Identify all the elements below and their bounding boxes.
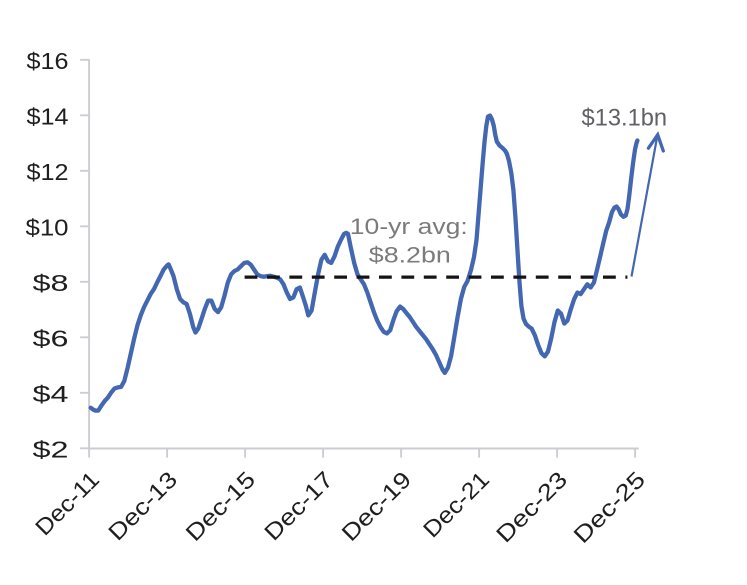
svg-text:$8.2bn: $8.2bn: [369, 243, 451, 268]
svg-text:$6: $6: [33, 326, 69, 352]
svg-text:$4: $4: [33, 381, 69, 407]
svg-text:$10: $10: [26, 215, 69, 241]
svg-text:$14: $14: [27, 104, 69, 130]
svg-text:$8: $8: [33, 270, 69, 296]
svg-text:$12: $12: [27, 159, 69, 185]
svg-text:10-yr avg:: 10-yr avg:: [350, 214, 468, 239]
svg-text:$2: $2: [33, 437, 69, 463]
svg-text:$13.1bn: $13.1bn: [582, 104, 668, 131]
svg-text:$16: $16: [27, 48, 69, 74]
